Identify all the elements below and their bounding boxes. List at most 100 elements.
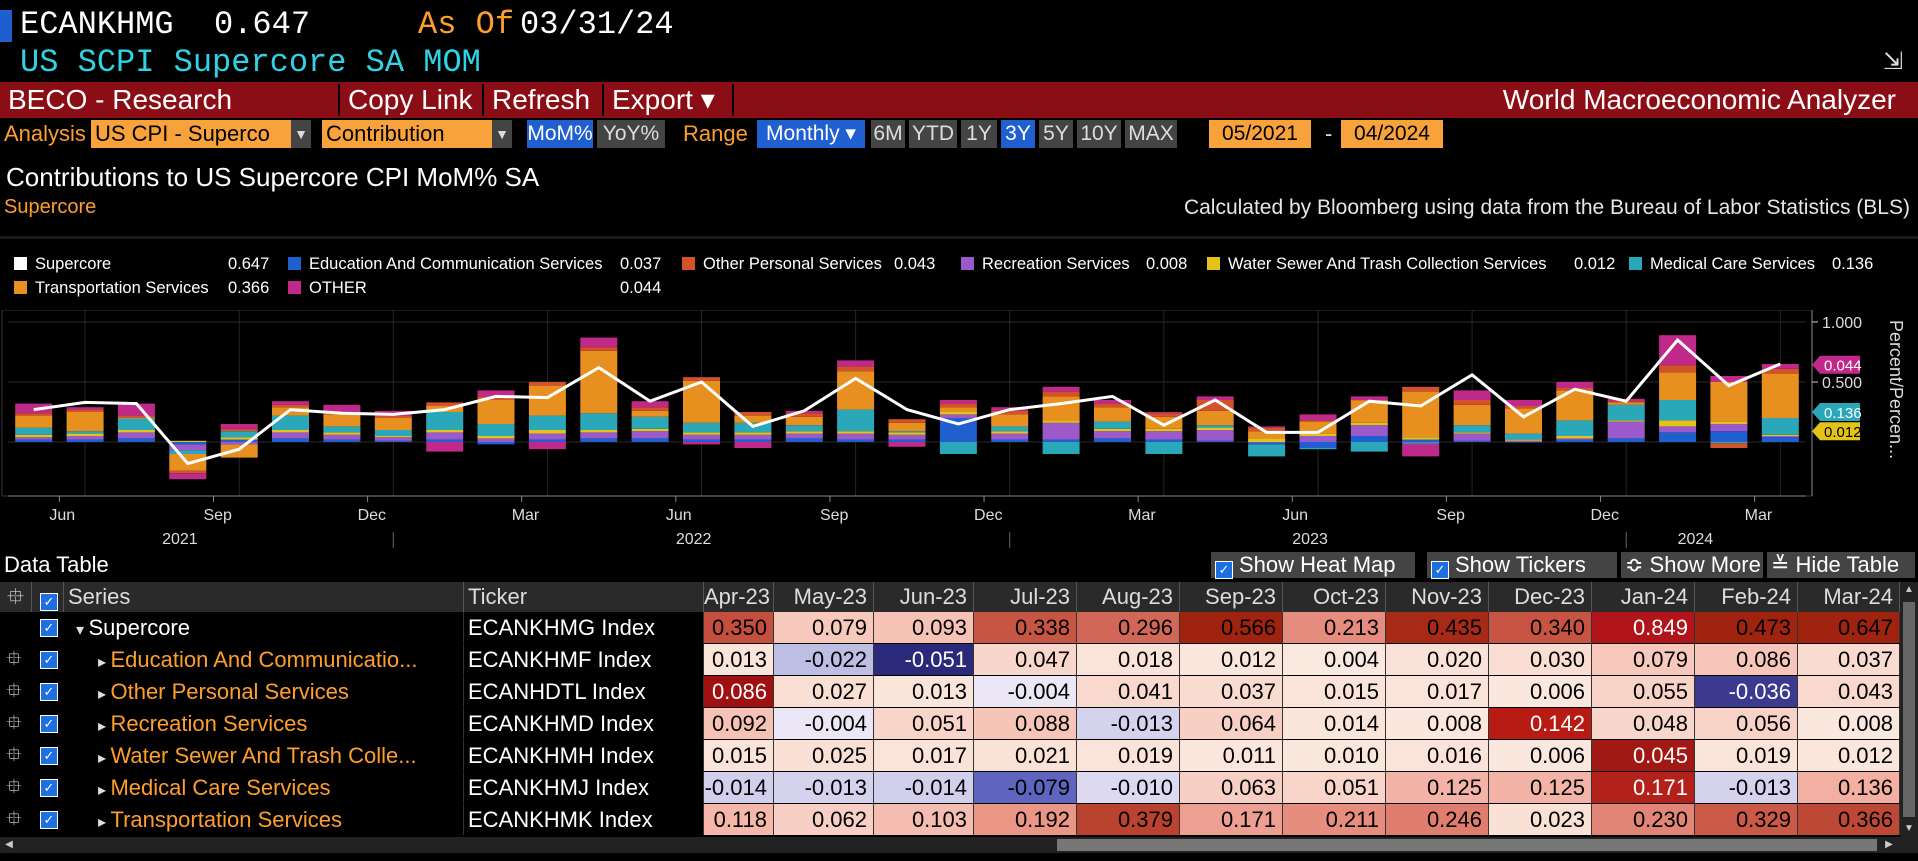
table-row[interactable]: ⯐ ✓ ▸ Medical Care Services ECANKHMJ Index -… — [0, 772, 1918, 803]
bar-segment[interactable] — [528, 442, 566, 450]
analysis-dropdown[interactable]: US CPI - Superco — [91, 120, 291, 148]
bar-segment[interactable] — [272, 430, 309, 433]
checkbox-icon[interactable]: ✓ — [1431, 561, 1449, 579]
legend-item[interactable]: Recreation Services — [961, 254, 1130, 274]
column-month[interactable]: Feb-24 — [1695, 582, 1798, 612]
value-cell[interactable]: 0.015 — [1283, 676, 1386, 707]
bar-segment[interactable] — [1350, 436, 1388, 442]
bar-segment[interactable] — [1607, 420, 1645, 422]
bar-segment[interactable] — [528, 415, 566, 430]
bar-segment[interactable] — [1659, 426, 1697, 433]
column-month[interactable]: Oct-23 — [1283, 582, 1386, 612]
bar-segment[interactable] — [1299, 448, 1337, 450]
bar-segment[interactable] — [426, 442, 464, 452]
bar-segment[interactable] — [1761, 418, 1799, 435]
bar-segment[interactable] — [1505, 400, 1542, 406]
value-cell[interactable]: 0.051 — [874, 708, 974, 739]
value-cell[interactable]: 0.013 — [874, 676, 974, 707]
bar-segment[interactable] — [939, 403, 977, 408]
bar-segment[interactable] — [374, 440, 412, 442]
series-cell[interactable]: ▸ Transportation Services — [68, 804, 464, 835]
value-cell[interactable]: 0.473 — [1695, 612, 1798, 643]
bar-segment[interactable] — [888, 442, 926, 447]
bar-segment[interactable] — [1659, 372, 1697, 400]
bar-segment[interactable] — [1505, 442, 1542, 443]
bar-segment[interactable] — [1145, 428, 1183, 432]
bar-segment[interactable] — [1145, 442, 1183, 454]
bar-segment[interactable] — [272, 438, 309, 442]
bar-segment[interactable] — [1710, 424, 1748, 432]
value-cell[interactable]: 0.019 — [1695, 740, 1798, 771]
bar-segment[interactable] — [1042, 439, 1080, 442]
bar-segment[interactable] — [683, 432, 720, 435]
bar-segment[interactable] — [15, 413, 53, 416]
series-cell[interactable]: ▸ Medical Care Services — [68, 772, 464, 803]
value-cell[interactable]: -0.013 — [774, 772, 874, 803]
bar-segment[interactable] — [1042, 386, 1080, 392]
table-row[interactable]: ⯐ ✓ ▸ Recreation Services ECANKHMD Index 0.0… — [0, 708, 1918, 739]
bar-segment[interactable] — [991, 439, 1029, 442]
bar-segment[interactable] — [734, 434, 772, 440]
bar-segment[interactable] — [580, 350, 618, 414]
column-month[interactable]: Jun-23 — [874, 582, 974, 612]
bar-segment[interactable] — [117, 430, 155, 433]
bar-segment[interactable] — [1710, 382, 1748, 422]
bar-segment[interactable] — [220, 424, 258, 429]
bar-segment[interactable] — [631, 416, 669, 429]
period-button-max[interactable]: MAX — [1125, 120, 1177, 148]
horizontal-scrollbar[interactable]: ◀ ▶ — [0, 837, 1918, 853]
bar-segment[interactable] — [1402, 444, 1440, 457]
series-cell[interactable]: ▸ Education And Communicatio... — [68, 644, 464, 675]
value-cell[interactable]: 0.030 — [1489, 644, 1592, 675]
value-cell[interactable]: 0.211 — [1283, 804, 1386, 835]
scroll-thumb[interactable] — [1903, 602, 1915, 817]
value-cell[interactable]: 0.171 — [1180, 804, 1283, 835]
scroll-up-icon[interactable]: ▲ — [1904, 584, 1914, 595]
bar-segment[interactable] — [580, 347, 618, 351]
series-cell[interactable]: ▸ Water Sewer And Trash Colle... — [68, 740, 464, 771]
bar-segment[interactable] — [15, 427, 53, 435]
bar-segment[interactable] — [631, 410, 669, 417]
bar-segment[interactable] — [1556, 420, 1594, 436]
bar-segment[interactable] — [477, 390, 515, 397]
vertical-scrollbar[interactable]: ▲ ▼ — [1900, 582, 1918, 837]
value-cell[interactable]: 0.296 — [1077, 612, 1180, 643]
bar-segment[interactable] — [1196, 430, 1234, 441]
value-cell[interactable]: 0.340 — [1489, 612, 1592, 643]
value-cell[interactable]: -0.022 — [774, 644, 874, 675]
value-cell[interactable]: 0.103 — [874, 804, 974, 835]
value-cell[interactable]: 0.379 — [1077, 804, 1180, 835]
bar-segment[interactable] — [631, 428, 669, 432]
period-button-1y[interactable]: 1Y — [961, 120, 997, 148]
value-cell[interactable]: 0.048 — [1592, 708, 1695, 739]
bar-segment[interactable] — [1761, 364, 1799, 369]
bar-segment[interactable] — [1350, 422, 1388, 426]
bar-segment[interactable] — [1196, 410, 1234, 426]
column-month[interactable]: Mar-24 — [1798, 582, 1900, 612]
bar-segment[interactable] — [1248, 442, 1286, 443]
value-cell[interactable]: 0.012 — [1798, 740, 1900, 771]
bar-segment[interactable] — [66, 407, 104, 410]
bar-segment[interactable] — [426, 439, 464, 442]
bar-segment[interactable] — [785, 438, 823, 442]
menu-copy-link[interactable]: Copy Link — [348, 84, 473, 115]
menu-export[interactable]: Export ▾ — [612, 84, 715, 115]
bar-segment[interactable] — [374, 415, 412, 418]
checkbox-icon[interactable]: ✓ — [1215, 561, 1233, 579]
bar-segment[interactable] — [837, 431, 875, 434]
bar-segment[interactable] — [888, 422, 926, 432]
bar-segment[interactable] — [1402, 386, 1440, 392]
bar-segment[interactable] — [528, 433, 566, 440]
value-cell[interactable]: 0.016 — [1386, 740, 1489, 771]
bar-segment[interactable] — [220, 428, 258, 432]
bar-segment[interactable] — [1042, 420, 1080, 423]
bar-segment[interactable] — [528, 430, 566, 434]
supercore-line[interactable] — [33, 337, 1781, 466]
bar-segment[interactable] — [1659, 420, 1697, 427]
value-cell[interactable]: 0.041 — [1077, 676, 1180, 707]
bar-segment[interactable] — [1145, 431, 1183, 440]
legend-item[interactable]: OTHER — [288, 278, 367, 298]
bar-segment[interactable] — [1556, 382, 1594, 388]
bar-segment[interactable] — [1145, 439, 1183, 442]
bar-segment[interactable] — [1042, 422, 1080, 440]
